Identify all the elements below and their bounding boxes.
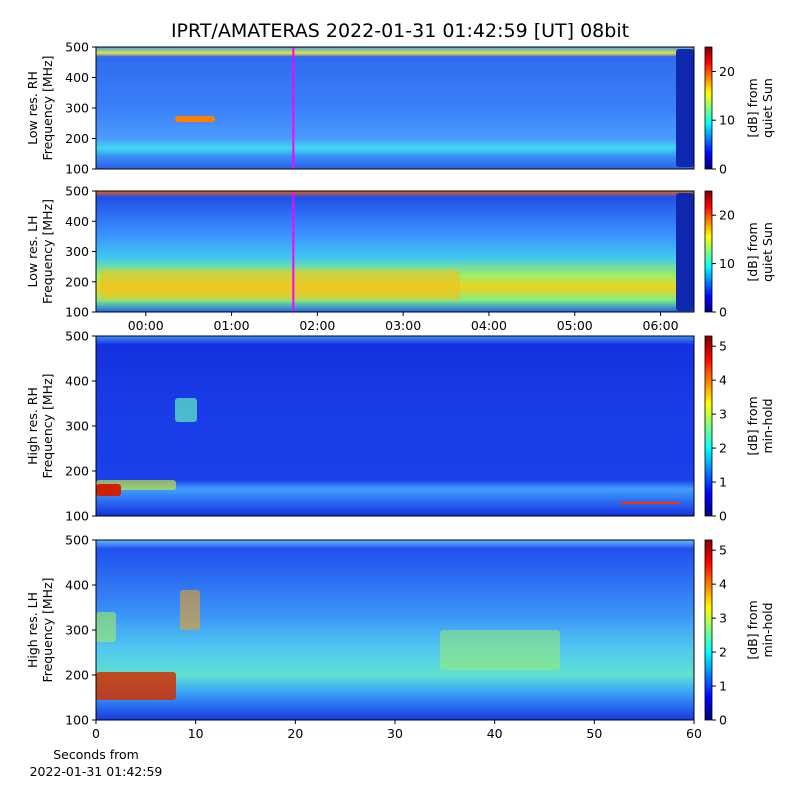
spectrogram-texture — [676, 193, 694, 311]
x-tick-label: 05:00 — [557, 318, 593, 333]
y-tick-label: 300 — [65, 623, 89, 638]
y-tick-label: 400 — [65, 214, 89, 229]
y-axis-label: High res. LH — [25, 592, 40, 668]
colorbar-tick-label: 20 — [719, 208, 735, 223]
colorbar-tick-label: 3 — [719, 611, 727, 626]
colorbar-tick-label: 3 — [719, 407, 727, 422]
y-tick-label: 300 — [65, 419, 89, 434]
y-tick-label: 400 — [65, 578, 89, 593]
colorbar-tick-label: 10 — [719, 256, 735, 271]
y-tick-label: 200 — [65, 668, 89, 683]
y-axis-label: Frequency [MHz] — [40, 199, 55, 304]
y-tick-label: 300 — [65, 101, 89, 116]
x-tick-label: 06:00 — [643, 318, 679, 333]
colorbar-tick-label: 0 — [719, 162, 727, 177]
x-tick-label: 02:00 — [299, 318, 335, 333]
colorbar-tick-label: 5 — [719, 339, 727, 354]
spectrogram-texture — [180, 590, 200, 630]
y-tick-label: 200 — [65, 131, 89, 146]
y-axis-label: Low res. LH — [25, 216, 40, 288]
colorbar-tick-label: 4 — [719, 373, 727, 388]
spectrogram-texture — [96, 484, 121, 496]
figure-title: IPRT/AMATERAS 2022-01-31 01:42:59 [UT] 0… — [171, 20, 629, 42]
colorbar-tick-label: 1 — [719, 679, 727, 694]
x-tick-label: 03:00 — [385, 318, 421, 333]
colorbar — [704, 539, 713, 721]
colorbar — [704, 335, 713, 517]
colorbar-tick-label: 1 — [719, 475, 727, 490]
colorbar — [704, 190, 713, 313]
spectrogram-texture — [620, 502, 680, 504]
x-tick-label: 10 — [188, 726, 204, 741]
spectrogram-texture — [96, 672, 176, 700]
y-tick-label: 100 — [65, 713, 89, 728]
colorbar-tick-label: 4 — [719, 577, 727, 592]
y-tick-label: 500 — [65, 533, 89, 548]
y-axis-label: High res. RH — [25, 387, 40, 465]
y-tick-label: 200 — [65, 464, 89, 479]
y-tick-label: 500 — [65, 329, 89, 344]
x-tick-label: 30 — [387, 726, 403, 741]
y-axis-label: Frequency [MHz] — [40, 55, 55, 160]
colorbar-label: [dB] from quiet Sun — [745, 221, 775, 282]
y-axis-label: Frequency [MHz] — [40, 577, 55, 682]
spectrogram-texture — [100, 270, 460, 300]
colorbar-tick-label: 0 — [719, 509, 727, 524]
colorbar-tick-label: 0 — [719, 305, 727, 320]
y-tick-label: 200 — [65, 274, 89, 289]
colorbar-tick-label: 10 — [719, 113, 735, 128]
spectrogram-texture — [440, 630, 560, 670]
colorbar-label: [dB] from min-hold — [745, 600, 775, 660]
colorbar-tick-label: 20 — [719, 64, 735, 79]
y-tick-label: 300 — [65, 244, 89, 259]
x-tick-label: 50 — [586, 726, 602, 741]
y-axis-label: Frequency [MHz] — [40, 373, 55, 478]
spectrogram-texture — [175, 116, 215, 122]
spectrogram-texture — [96, 612, 116, 642]
y-tick-label: 500 — [65, 40, 89, 55]
y-tick-label: 100 — [65, 509, 89, 524]
x-tick-label: 60 — [686, 726, 702, 741]
y-tick-label: 100 — [65, 305, 89, 320]
spectrogram-texture — [175, 398, 197, 422]
colorbar-tick-label: 2 — [719, 441, 727, 456]
x-tick-label: 00:00 — [128, 318, 164, 333]
colorbar-tick-label: 0 — [719, 713, 727, 728]
y-tick-label: 100 — [65, 162, 89, 177]
spectrogram — [96, 336, 694, 516]
x-tick-label: 20 — [287, 726, 303, 741]
spectrogram — [96, 47, 694, 169]
colorbar-tick-label: 2 — [719, 645, 727, 660]
y-tick-label: 500 — [65, 184, 89, 199]
y-axis-label: Low res. RH — [25, 71, 40, 145]
y-tick-label: 400 — [65, 374, 89, 389]
x-tick-label: 01:00 — [214, 318, 250, 333]
colorbar-label: [dB] from min-hold — [745, 396, 775, 456]
x-axis-label: Seconds from — [53, 747, 139, 762]
y-tick-label: 400 — [65, 70, 89, 85]
colorbar — [704, 46, 713, 170]
x-axis-label: 2022-01-31 01:42:59 — [30, 764, 163, 779]
x-tick-label: 04:00 — [471, 318, 507, 333]
x-tick-label: 0 — [92, 726, 100, 741]
spectrogram-texture — [676, 49, 694, 167]
colorbar-label: [dB] from quiet Sun — [745, 78, 775, 138]
colorbar-tick-label: 5 — [719, 543, 727, 558]
x-tick-label: 40 — [487, 726, 503, 741]
